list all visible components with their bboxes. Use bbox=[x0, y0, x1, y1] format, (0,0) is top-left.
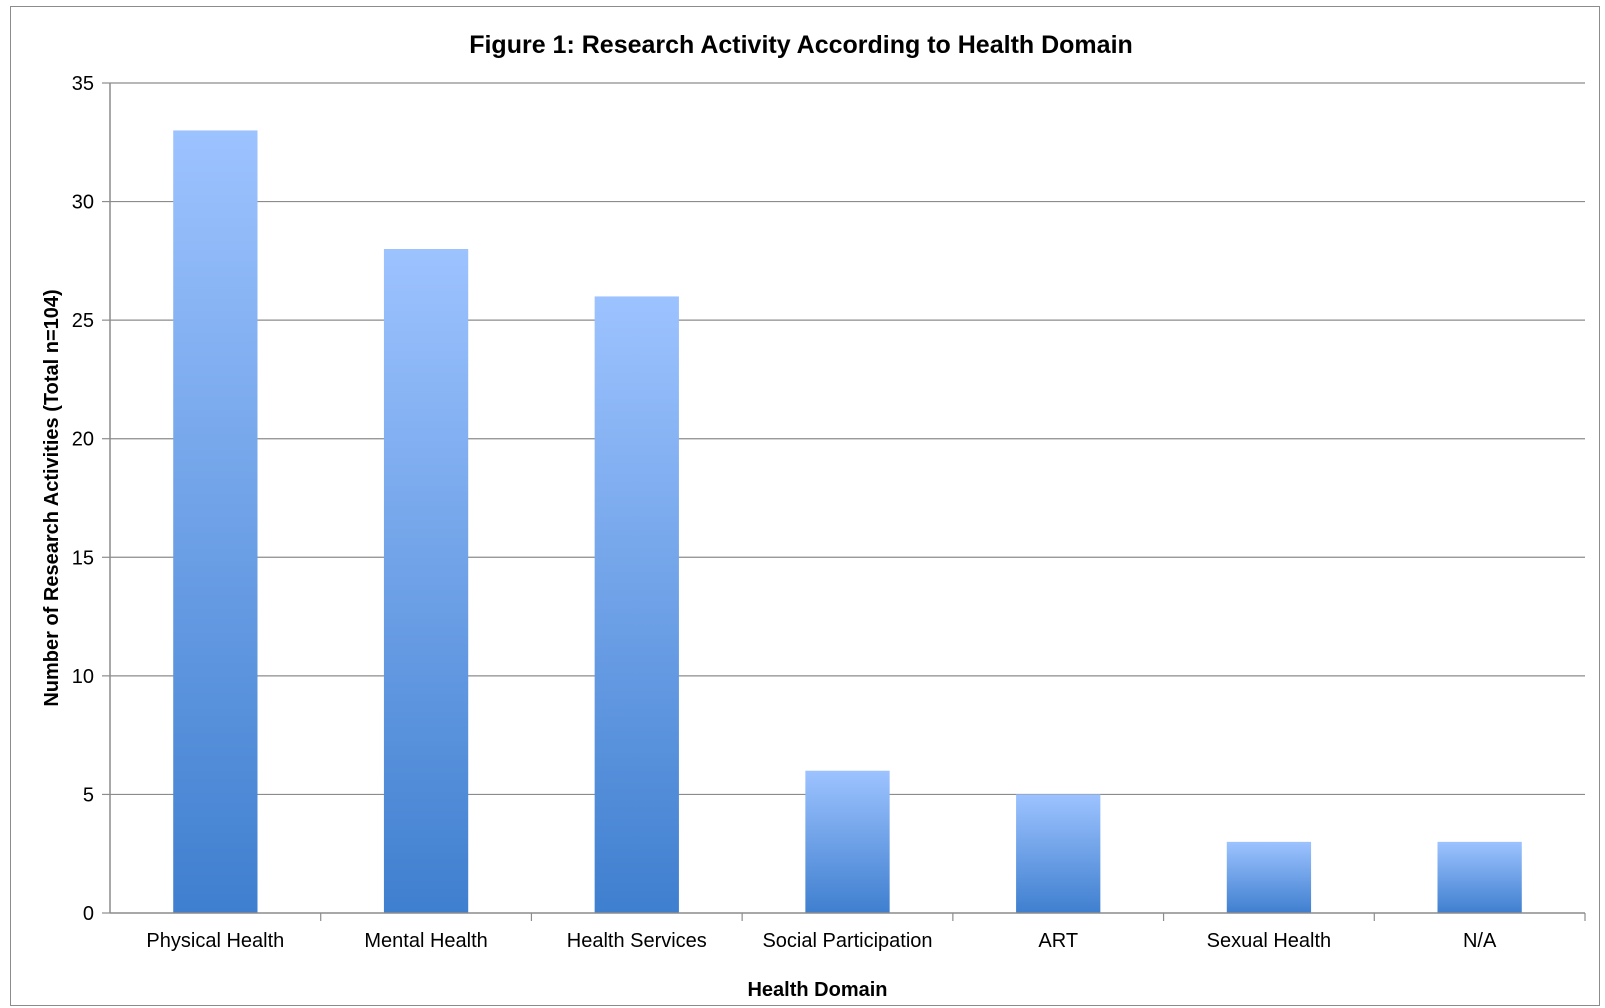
x-tick-label: Health Services bbox=[567, 930, 707, 952]
bar-physical-health bbox=[173, 130, 258, 913]
x-tick-label: ART bbox=[1038, 930, 1078, 952]
chart-title: Figure 1: Research Activity According to… bbox=[469, 31, 1133, 59]
y-tick-label: 10 bbox=[72, 666, 94, 688]
y-tick-label: 0 bbox=[83, 903, 94, 925]
bar-n-a bbox=[1437, 841, 1522, 913]
y-tick-label: 20 bbox=[72, 429, 94, 451]
chart-frame: Figure 1: Research Activity According to… bbox=[10, 6, 1600, 1006]
gridlines bbox=[110, 82, 1585, 796]
x-tick-label: Social Participation bbox=[762, 930, 932, 952]
y-tick-label: 30 bbox=[72, 192, 94, 214]
y-tick-label: 5 bbox=[83, 784, 94, 806]
bar-social-participation bbox=[805, 770, 890, 913]
x-tick-label: Physical Health bbox=[146, 930, 284, 952]
bar-mental-health bbox=[383, 249, 469, 913]
y-tick-label: 35 bbox=[72, 73, 94, 95]
bar-sexual-health bbox=[1226, 841, 1312, 913]
y-tick-label: 25 bbox=[72, 310, 94, 332]
x-axis-title: Health Domain bbox=[747, 979, 887, 1001]
x-tick-label: Mental Health bbox=[364, 930, 487, 952]
bars bbox=[173, 130, 1522, 913]
axes bbox=[102, 82, 1586, 921]
y-axis-title: Number of Research Activities (Total n=1… bbox=[41, 289, 63, 706]
x-tick-label: Sexual Health bbox=[1207, 930, 1332, 952]
labels: 0 5 10 15 20 25 30 35 Physical Health Mental Heal… bbox=[41, 73, 1497, 1001]
y-tick-label: 15 bbox=[72, 547, 94, 569]
x-tick-label: N/A bbox=[1463, 930, 1497, 952]
bar-health-services bbox=[594, 296, 679, 913]
bar-art bbox=[1016, 794, 1101, 913]
